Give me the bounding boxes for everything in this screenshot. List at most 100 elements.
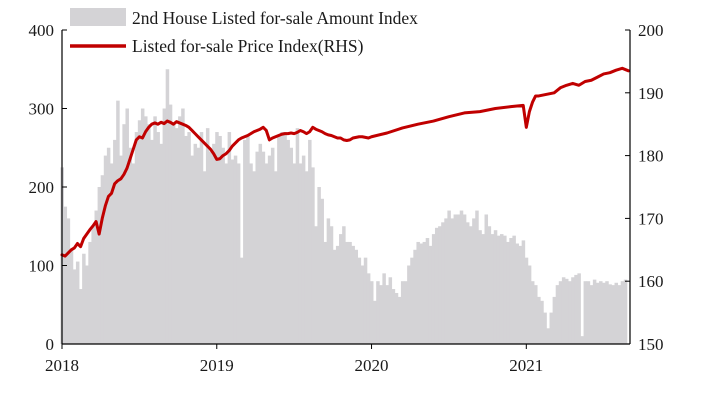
bar <box>583 281 588 344</box>
bar <box>239 257 244 344</box>
bar <box>150 139 154 344</box>
bar <box>301 155 306 344</box>
line-series <box>60 66 630 258</box>
y-right-tick-label: 160 <box>638 272 664 291</box>
price-index-line <box>60 66 630 258</box>
bar <box>109 163 114 344</box>
bar <box>481 234 485 344</box>
bar <box>171 124 176 344</box>
bar <box>351 245 355 345</box>
bar <box>512 235 516 344</box>
bar <box>270 147 275 344</box>
bar <box>611 285 615 345</box>
bar <box>490 234 495 344</box>
y-right-tick-label: 150 <box>638 335 664 354</box>
bar <box>400 281 405 344</box>
bar <box>617 285 622 345</box>
bar <box>153 116 157 344</box>
bar <box>116 100 120 345</box>
bar <box>363 257 368 344</box>
bar <box>410 257 414 344</box>
bar <box>106 147 111 344</box>
bar <box>484 214 489 344</box>
bar <box>382 273 386 344</box>
bar <box>144 116 148 344</box>
bar <box>413 249 417 344</box>
bar <box>63 206 68 345</box>
bar <box>534 285 538 345</box>
bar <box>215 132 219 344</box>
bar <box>431 234 436 344</box>
bar <box>447 210 451 344</box>
bar <box>162 108 167 344</box>
bar <box>373 300 377 344</box>
bar <box>357 257 362 344</box>
bar <box>348 241 352 344</box>
bar <box>379 285 383 345</box>
bar <box>212 143 216 344</box>
legend-bar-swatch <box>70 8 126 26</box>
y-left-tick-label: 0 <box>46 335 55 354</box>
bar <box>509 238 513 344</box>
y-right-tick-label: 180 <box>638 147 664 166</box>
bar <box>366 273 371 344</box>
bar <box>233 155 238 344</box>
bar <box>599 281 603 344</box>
bar <box>496 235 501 344</box>
bar <box>72 269 77 344</box>
x-tick-label: 2020 <box>355 356 389 375</box>
bar <box>407 265 411 344</box>
bar <box>85 265 89 344</box>
bar <box>79 289 83 344</box>
bar <box>546 328 550 344</box>
y-right-tick-label: 200 <box>638 21 664 40</box>
bar <box>147 124 151 344</box>
bar <box>543 312 547 344</box>
bar <box>335 245 340 345</box>
bar <box>314 226 318 344</box>
bar <box>623 279 628 344</box>
bar <box>243 139 247 344</box>
bar <box>515 243 519 344</box>
bar-series <box>60 69 628 345</box>
bar <box>469 226 473 344</box>
bar <box>178 116 182 344</box>
bar <box>184 135 188 344</box>
bar <box>165 69 170 344</box>
bar <box>552 296 557 344</box>
bar <box>586 281 591 344</box>
y-left-tick-label: 100 <box>29 257 55 276</box>
bar <box>478 230 482 344</box>
bar <box>221 147 225 344</box>
bar <box>345 241 349 344</box>
bar <box>100 175 105 344</box>
bar <box>125 108 129 344</box>
bar <box>230 159 235 344</box>
bar <box>140 108 145 344</box>
bar <box>571 277 575 344</box>
bar <box>134 132 139 344</box>
bar <box>66 218 71 344</box>
bar <box>196 147 201 344</box>
bar <box>521 240 526 344</box>
bar <box>561 277 566 344</box>
x-tick-label: 2018 <box>45 356 79 375</box>
bar <box>289 147 294 344</box>
bar <box>456 214 461 344</box>
bar <box>264 163 269 344</box>
bar <box>295 128 300 345</box>
bar <box>317 187 321 344</box>
bar <box>326 218 331 344</box>
y-right-tick-label: 170 <box>638 209 664 228</box>
bar <box>267 155 272 344</box>
bar <box>103 155 108 344</box>
bar <box>91 226 95 344</box>
bar <box>320 198 324 344</box>
bar <box>113 139 117 344</box>
bar <box>527 265 532 344</box>
bar <box>558 281 563 344</box>
bar <box>574 274 578 344</box>
legend-label: Listed for-sale Price Index(RHS) <box>132 36 364 56</box>
bar <box>577 273 581 344</box>
